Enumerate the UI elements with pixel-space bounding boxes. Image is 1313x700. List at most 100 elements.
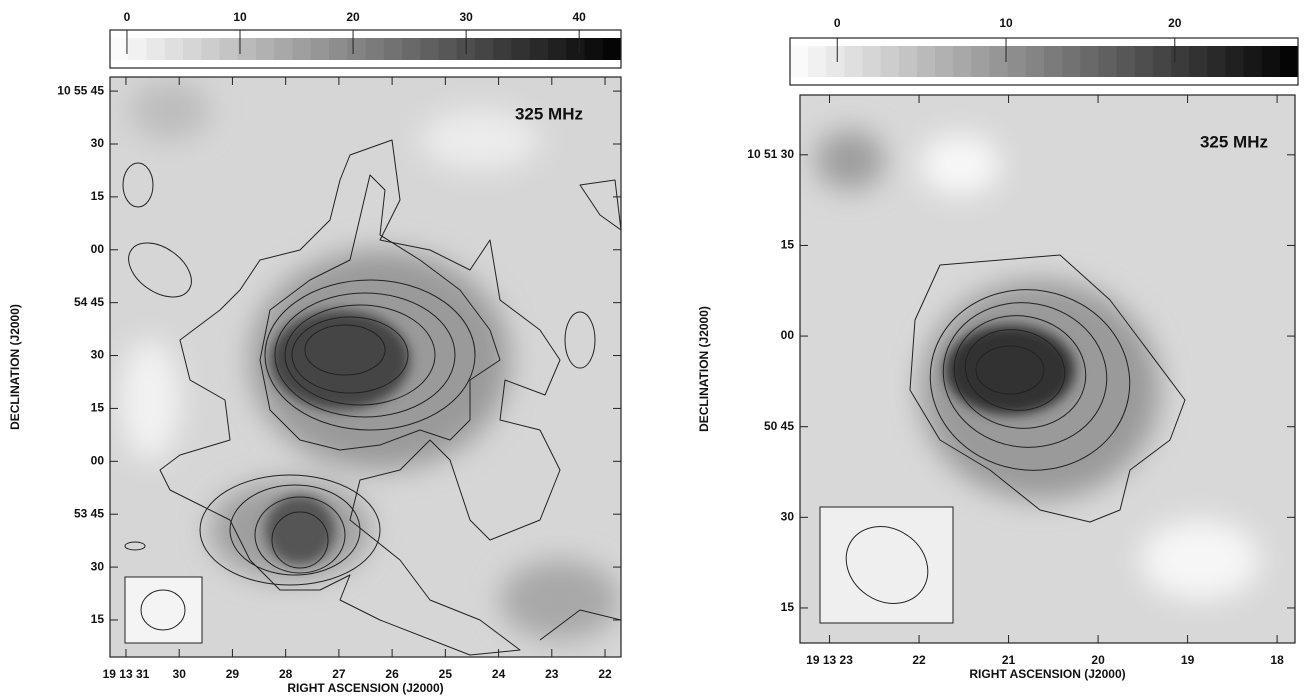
colorbar-step [971,46,991,77]
colorbar-step [146,38,166,60]
colorbar-step [183,38,202,60]
y-tick-label: 15 [781,238,795,252]
y-tick-label: 53 45 [74,506,104,520]
colorbar-step [790,46,809,77]
colorbar-step [1044,46,1063,77]
x-tick-label: 24 [492,667,506,681]
colorbar-step [1134,46,1154,77]
x-tick-label: 27 [332,667,346,681]
colorbar-frame [789,37,1299,86]
x-tick-label: 30 [173,667,187,681]
y-tick-label: 00 [91,242,105,256]
colorbar-step [602,38,622,60]
x-tick-label: 20 [1091,653,1105,667]
x-tick-label: 25 [439,667,453,681]
colorbar-step [237,38,257,60]
colorbar-step [347,38,366,60]
colorbar-step [898,46,918,77]
colorbar-step [201,38,220,60]
colorbar-step [1025,46,1045,77]
x-tick-label: 28 [279,667,293,681]
x-tick-label: 26 [385,667,399,681]
annotation: 325 MHz [515,104,583,123]
colorbar-step [164,38,184,60]
colorbar-step [1098,46,1118,77]
colorbar-tick-label: 30 [459,10,473,24]
colorbar-step [511,38,531,60]
y-tick-label: 10 55 45 [57,83,104,97]
colorbar-step [1080,46,1099,77]
colorbar-step [808,46,827,77]
x-tick-label: 19 13 31 [103,667,150,681]
radio-map-right [800,95,1295,643]
colorbar-step [438,38,458,60]
y-tick-label: 00 [781,328,795,342]
y-tick-label: 15 [91,189,105,203]
colorbar-step [935,46,954,77]
y-tick-label: 00 [91,453,105,467]
colorbar-step [953,46,972,77]
plot-frame [109,76,622,658]
colorbar-frame [109,29,622,69]
colorbar-step [329,38,348,60]
colorbar-step [584,38,604,60]
colorbar-step [310,38,330,60]
colorbar-tick-label: 0 [124,10,131,24]
x-tick-label: 22 [598,667,612,681]
colorbar-step [128,38,147,60]
x-axis-label: RIGHT ASCENSION (J2000) [969,667,1125,681]
colorbar-step [1171,46,1190,77]
colorbar-step [493,38,512,60]
colorbar-step [548,38,567,60]
colorbar-step [1152,46,1172,77]
y-axis-label: DECLINATION (J2000) [8,304,22,430]
colorbar-step [1062,46,1081,77]
colorbar-step [1116,46,1136,77]
colorbar-tick-label: 0 [834,16,841,30]
colorbar-step [1225,46,1245,77]
y-axis-label: DECLINATION (J2000) [697,306,711,432]
y-tick-label: 10 51 30 [747,147,794,161]
colorbar-step [1207,46,1226,77]
x-tick-label: 19 [1181,653,1195,667]
x-tick-label: 29 [226,667,240,681]
colorbar-step [475,38,494,60]
colorbar-step [365,38,385,60]
y-tick-label: 15 [781,600,795,614]
colorbar-step [110,38,129,60]
colorbar-step [917,46,936,77]
colorbar-step [862,46,882,77]
y-tick-label: 15 [91,401,105,415]
colorbar-step [1261,46,1281,77]
colorbar-step [1189,46,1208,77]
colorbar-step [219,38,239,60]
colorbar-step [529,38,549,60]
y-tick-label: 30 [91,136,105,150]
colorbar-step [1279,46,1299,77]
x-tick-label: 18 [1270,653,1284,667]
plot-frame [799,94,1296,644]
y-tick-label: 30 [781,510,795,524]
colorbar-step [383,38,403,60]
y-tick-label: 54 45 [74,295,104,309]
x-tick-label: 22 [912,653,926,667]
colorbar-tick-label: 10 [999,16,1013,30]
colorbar-step [880,46,900,77]
colorbar-step [292,38,312,60]
radio-map-left [110,77,621,657]
colorbar-step [256,38,275,60]
y-tick-label: 15 [91,612,105,626]
colorbar-step [402,38,421,60]
colorbar-tick-label: 40 [572,10,586,24]
colorbar-step [844,46,864,77]
colorbar-tick-label: 20 [346,10,360,24]
x-tick-label: 23 [545,667,559,681]
colorbar-tick-label: 10 [233,10,247,24]
y-tick-label: 30 [91,559,105,573]
colorbar-step [420,38,439,60]
annotation: 325 MHz [1200,132,1268,151]
colorbar-step [826,46,845,77]
x-axis-label: RIGHT ASCENSION (J2000) [287,681,443,695]
colorbar-step [566,38,585,60]
